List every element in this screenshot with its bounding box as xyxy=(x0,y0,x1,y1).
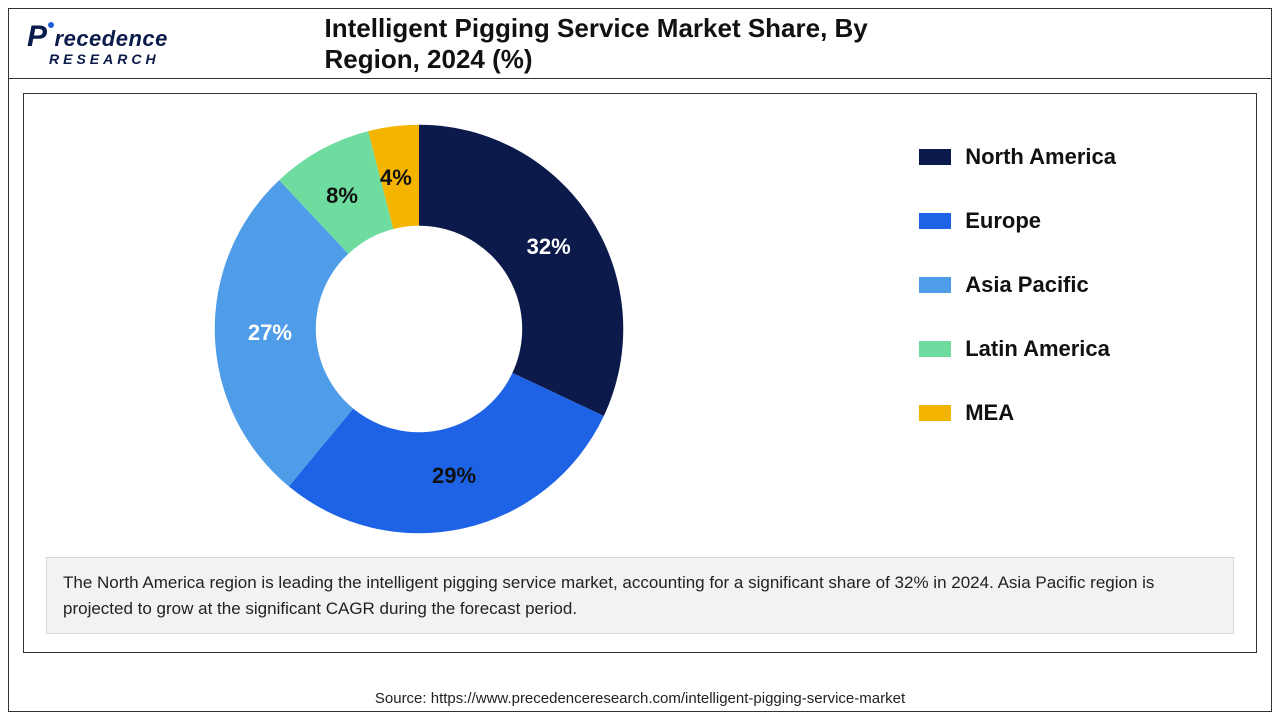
logo-top-line: Precedence xyxy=(27,22,168,52)
chart-body: 32% 29% 27% 8% 4% North America Europe Asia Pa… xyxy=(23,93,1257,653)
legend-label: Asia Pacific xyxy=(965,272,1089,298)
slice-label: 8% xyxy=(326,183,358,209)
donut-hole xyxy=(316,226,522,432)
logo-bottom-line: RESEARCH xyxy=(49,52,168,66)
legend-label: North America xyxy=(965,144,1116,170)
legend-swatch xyxy=(919,213,951,229)
legend-label: Latin America xyxy=(965,336,1110,362)
slice-label: 29% xyxy=(432,463,476,489)
caption-box: The North America region is leading the … xyxy=(46,557,1234,634)
logo: Precedence RESEARCH xyxy=(27,22,168,66)
slice-label: 27% xyxy=(248,320,292,346)
slice-label: 32% xyxy=(527,234,571,260)
legend-swatch xyxy=(919,277,951,293)
legend-item: Europe xyxy=(919,208,1116,234)
legend-item: MEA xyxy=(919,400,1116,426)
legend-label: Europe xyxy=(965,208,1041,234)
logo-word: recedence xyxy=(55,26,168,51)
donut-chart: 32% 29% 27% 8% 4% xyxy=(204,114,634,544)
legend-item: Latin America xyxy=(919,336,1116,362)
header-bar: Precedence RESEARCH Intelligent Pigging … xyxy=(9,9,1271,79)
slice-label: 4% xyxy=(380,165,412,191)
legend-item: North America xyxy=(919,144,1116,170)
legend-item: Asia Pacific xyxy=(919,272,1116,298)
legend: North America Europe Asia Pacific Latin Ame… xyxy=(919,144,1116,426)
legend-swatch xyxy=(919,149,951,165)
outer-frame: Precedence RESEARCH Intelligent Pigging … xyxy=(8,8,1272,712)
legend-swatch xyxy=(919,341,951,357)
chart-title: Intelligent Pigging Service Market Share… xyxy=(325,13,956,75)
legend-swatch xyxy=(919,405,951,421)
legend-label: MEA xyxy=(965,400,1014,426)
source-line: Source: https://www.precedenceresearch.c… xyxy=(9,690,1271,707)
